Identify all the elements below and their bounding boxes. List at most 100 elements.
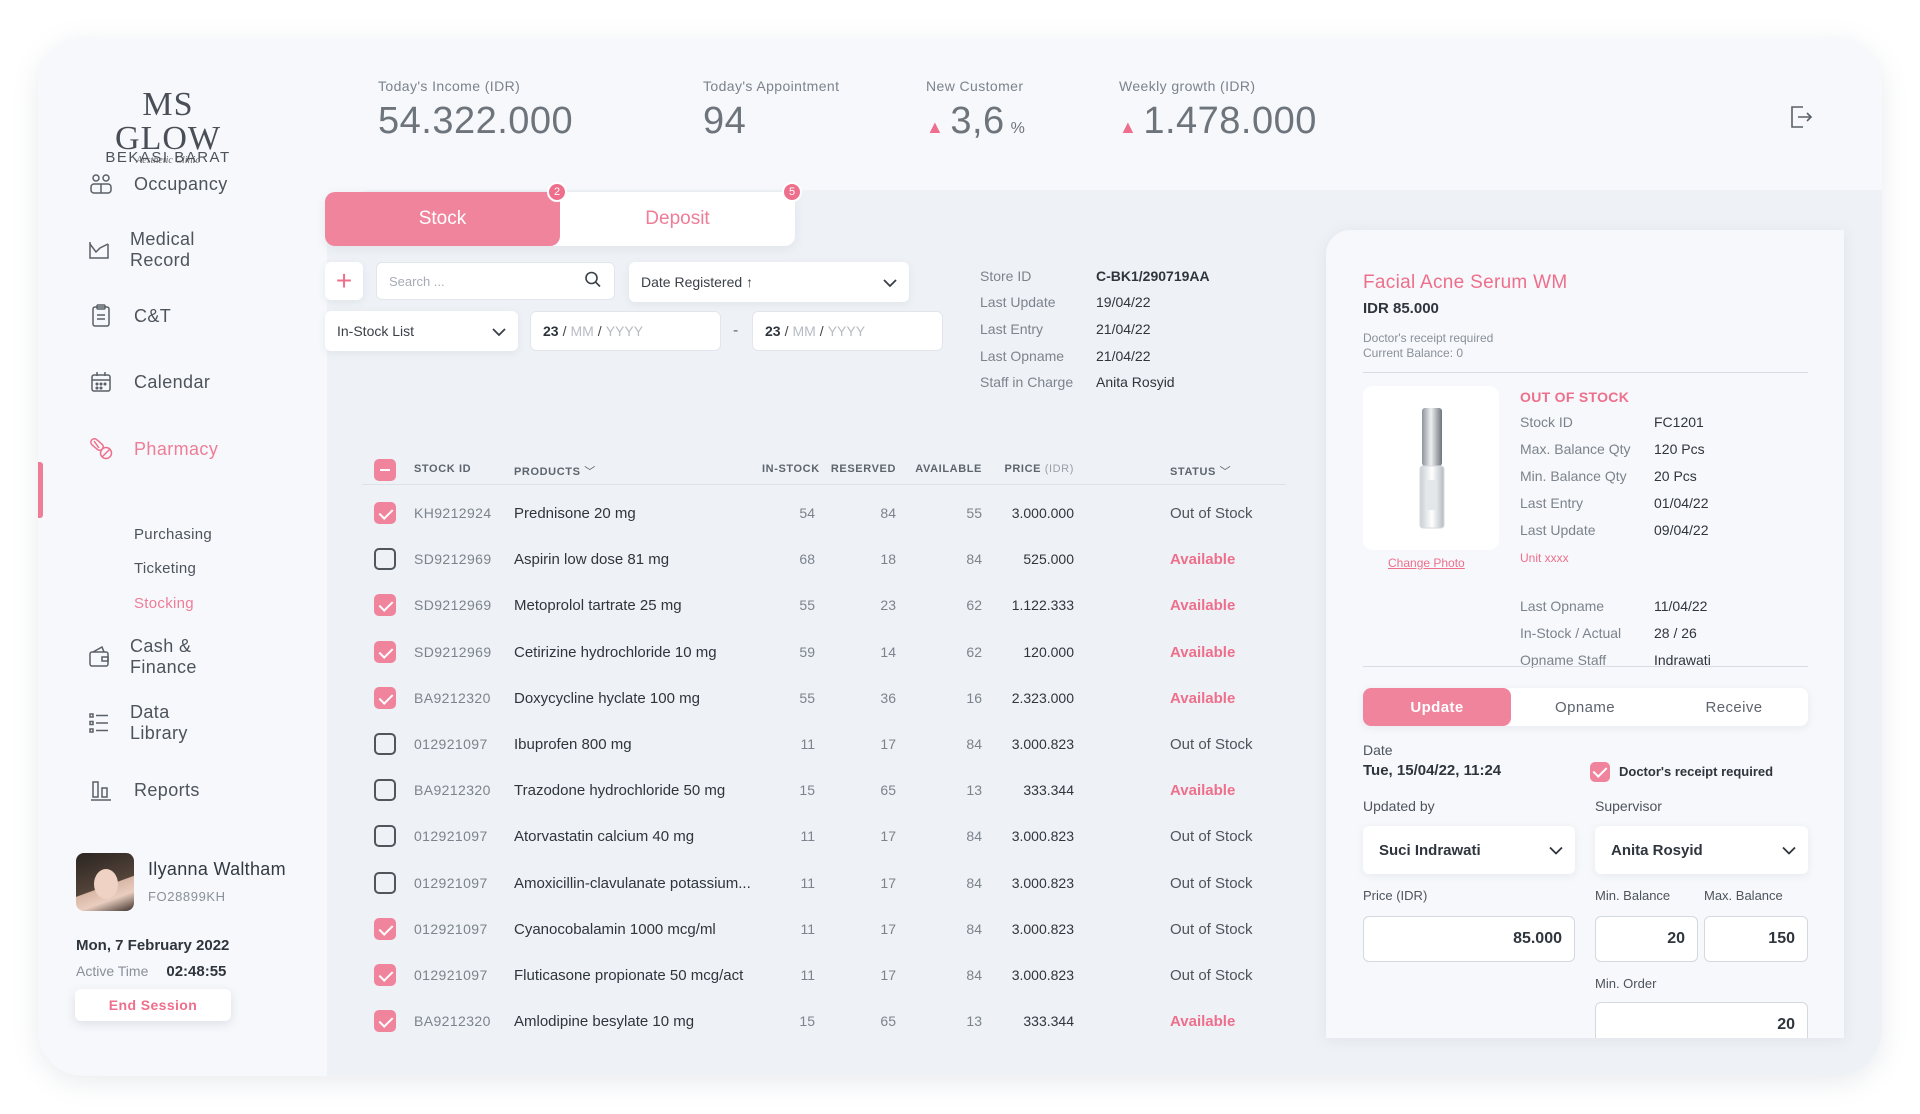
row-checkbox[interactable] (374, 918, 396, 940)
cell-price: 3.000.823 (1011, 736, 1074, 752)
table-row[interactable]: 012921097 Atorvastatin calcium 40 mg 11 17 8… (362, 821, 1286, 851)
list-type-select[interactable]: In-Stock List (325, 311, 518, 351)
tab-deposit[interactable]: Deposit (560, 192, 795, 246)
updated-by-select[interactable]: Suci Indrawati (1363, 826, 1575, 874)
row-checkbox[interactable] (374, 594, 396, 616)
min-balance-input[interactable]: 20 (1595, 916, 1698, 962)
branch-name: BEKASI BARAT (105, 149, 231, 166)
row-checkbox[interactable] (374, 733, 396, 755)
sidebar-item-calendar[interactable]: Calendar (88, 367, 210, 397)
col-status[interactable]: STATUS ﹀ (1170, 463, 1231, 479)
cell-in-stock: 11 (800, 736, 815, 752)
row-checkbox[interactable] (374, 687, 396, 709)
col-available[interactable]: AVAILABLE (915, 463, 982, 475)
logout-icon[interactable] (1788, 104, 1814, 130)
date-from-input[interactable]: 23/MM / YYYY (530, 311, 721, 351)
sidebar-item-label: Cash & Finance (130, 636, 197, 677)
receipt-required-checkbox[interactable] (1590, 762, 1610, 782)
segment-receive[interactable]: Receive (1705, 698, 1763, 716)
detail-key: Last Update (1520, 522, 1596, 538)
col-in-stock[interactable]: IN-STOCK (762, 463, 820, 475)
segment-opname[interactable]: Opname (1555, 698, 1615, 716)
sidebar-subitem-stocking[interactable]: Stocking (134, 595, 194, 612)
sidebar-subitem-ticketing[interactable]: Ticketing (134, 560, 197, 577)
cell-stock-id: SD9212969 (414, 551, 492, 567)
cell-status: Out of Stock (1170, 921, 1253, 938)
sidebar-item-occupancy[interactable]: Occupancy (88, 169, 228, 199)
cell-price: 1.122.333 (1011, 597, 1074, 613)
change-photo-link[interactable]: Change Photo (1388, 556, 1465, 570)
table-row[interactable]: SD9212969 Cetirizine hydrochloride 10 mg 5… (362, 637, 1286, 667)
cell-reserved: 17 (880, 875, 896, 891)
brand-logo: MS GLOW Aesthetic Clinic (98, 88, 238, 166)
detail-value: 120 Pcs (1654, 441, 1705, 457)
max-balance-input[interactable]: 150 (1704, 916, 1808, 962)
stat-income: Today's Income (IDR) 54.322.000 (378, 78, 573, 143)
col-reserved[interactable]: RESERVED (830, 463, 896, 475)
table-row[interactable]: 012921097 Amoxicillin-clavulanate potassi… (362, 868, 1286, 898)
row-checkbox[interactable] (374, 825, 396, 847)
cell-price: 2.323.000 (1011, 690, 1074, 706)
table-row[interactable]: KH9212924 Prednisone 20 mg 54 84 55 3.000.000… (362, 498, 1286, 528)
date-day: 23 (543, 323, 559, 339)
select-all-checkbox[interactable] (374, 459, 396, 481)
supervisor-select[interactable]: Anita Rosyid (1595, 826, 1808, 874)
cell-available: 84 (966, 828, 982, 844)
row-checkbox[interactable] (374, 548, 396, 570)
row-checkbox[interactable] (374, 1010, 396, 1032)
detail-value: Indrawati (1654, 652, 1711, 668)
tab-stock[interactable]: Stock (325, 192, 560, 246)
sidebar-item-reports[interactable]: Reports (88, 775, 200, 805)
row-checkbox[interactable] (374, 872, 396, 894)
search-input[interactable]: Search ... (376, 262, 615, 300)
store-info-key: Store ID (980, 268, 1032, 284)
date-to-input[interactable]: 23/MM / YYYY (752, 311, 943, 351)
cell-in-stock: 15 (799, 1013, 815, 1029)
sidebar-item-cash-finance-row[interactable]: Cash & Finance (88, 636, 201, 677)
cell-status: Available (1170, 551, 1236, 568)
sort-select[interactable]: Date Registered ↑ (629, 262, 909, 302)
row-checkbox[interactable] (374, 502, 396, 524)
cell-reserved: 17 (880, 736, 896, 752)
table-row[interactable]: BA9212320 Amlodipine besylate 10 mg 15 65 13… (362, 1006, 1286, 1036)
cell-available: 16 (966, 690, 982, 706)
end-session-button[interactable]: End Session (75, 989, 231, 1021)
cell-available: 55 (966, 505, 982, 521)
sidebar-item-pharmacy[interactable]: Pharmacy (88, 434, 218, 464)
row-checkbox[interactable] (374, 779, 396, 801)
row-checkbox[interactable] (374, 641, 396, 663)
table-row[interactable]: BA9212320 Doxycycline hyclate 100 mg 55 36 1… (362, 683, 1286, 713)
sidebar-item-data-library[interactable]: Data Library (88, 702, 192, 743)
detail-key: Last Opname (1520, 598, 1605, 614)
store-info-value: 21/04/22 (1096, 321, 1151, 337)
add-item-button[interactable]: + (325, 262, 363, 300)
col-price[interactable]: PRICE (IDR) (994, 463, 1074, 475)
cell-product: Cetirizine hydrochloride 10 mg (514, 644, 717, 661)
table-row[interactable]: BA9212320 Trazodone hydrochloride 50 mg 15… (362, 775, 1286, 805)
product-photo (1363, 386, 1499, 550)
sidebar-item-ct[interactable]: C&T (88, 301, 171, 331)
table-row[interactable]: 012921097 Cyanocobalamin 1000 mcg/ml 11 17 8… (362, 914, 1286, 944)
min-order-input[interactable]: 20 (1595, 1002, 1808, 1038)
col-products[interactable]: PRODUCTS ﹀ (514, 463, 596, 479)
cell-price: 333.344 (1023, 782, 1074, 798)
table-row[interactable]: SD9212969 Aspirin low dose 81 mg 68 18 84 525… (362, 544, 1286, 574)
row-checkbox[interactable] (374, 964, 396, 986)
supervisor-value: Anita Rosyid (1611, 841, 1703, 859)
sidebar-subitem-purchasing[interactable]: Purchasing (134, 526, 213, 543)
cell-reserved: 17 (880, 921, 896, 937)
sidebar-item-medical-record[interactable]: Medical Record (88, 229, 199, 270)
col-stock-id[interactable]: STOCK ID (414, 463, 472, 475)
plus-icon: + (335, 265, 353, 296)
avatar[interactable] (76, 853, 134, 911)
store-info-key: Last Opname (980, 348, 1065, 364)
segment-update[interactable]: Update (1363, 688, 1511, 726)
table-row[interactable]: 012921097 Fluticasone propionate 50 mcg/a… (362, 960, 1286, 990)
price-input[interactable]: 85.000 (1363, 916, 1575, 962)
tab-badge: 5 (782, 182, 802, 202)
cell-stock-id: 012921097 (414, 967, 488, 983)
table-row[interactable]: 012921097 Ibuprofen 800 mg 11 17 84 3.000.823… (362, 729, 1286, 759)
cell-reserved: 65 (880, 782, 896, 798)
cell-status: Available (1170, 644, 1236, 661)
table-row[interactable]: SD9212969 Metoprolol tartrate 25 mg 55 23 62… (362, 590, 1286, 620)
